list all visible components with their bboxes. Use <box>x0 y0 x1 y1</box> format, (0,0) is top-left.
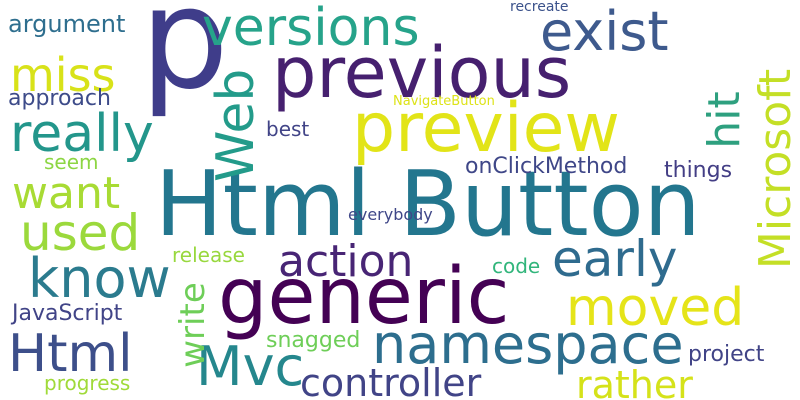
word-onclickmethod: onClickMethod <box>465 154 628 179</box>
word-controller: controller <box>300 361 482 400</box>
word-want: want <box>12 168 121 219</box>
word-project: project <box>688 342 765 367</box>
word-html-button: Html Button <box>155 152 701 257</box>
word-exist: exist <box>540 0 669 63</box>
word-recreate: recreate <box>510 0 569 15</box>
word-generic: generic <box>218 252 510 342</box>
word-argument: argument <box>8 10 126 38</box>
word-code: code <box>492 254 541 278</box>
word-seem: seem <box>44 150 99 174</box>
word-approach: approach <box>8 86 111 111</box>
word-navigatebutton: NavigateButton <box>393 94 495 109</box>
word-p: p <box>140 0 229 121</box>
word-used: used <box>20 204 141 262</box>
word-everybody: everybody <box>348 205 433 224</box>
word-html: Html <box>8 324 133 384</box>
word-previous: previous <box>272 32 572 114</box>
word-release: release <box>172 243 245 267</box>
word-really: really <box>10 104 154 164</box>
word-progress: progress <box>44 371 131 395</box>
word-best: best <box>266 117 310 141</box>
word-mvc: Mvc <box>196 335 305 398</box>
word-javascript: JavaScript <box>12 301 123 326</box>
word-snagged: snagged <box>266 328 361 353</box>
word-microsoft: Microsoft <box>750 68 800 270</box>
word-miss: miss <box>10 48 116 102</box>
word-versions: versions <box>202 0 420 58</box>
word-things: things <box>664 158 733 183</box>
word-preview: preview <box>352 89 621 168</box>
word-know: know <box>28 247 171 310</box>
word-namespace: namespace <box>372 313 684 376</box>
word-write: write <box>173 282 213 368</box>
word-action: action <box>278 236 414 287</box>
word-web: Web <box>206 68 266 182</box>
word-early: early <box>552 230 678 288</box>
word-moved: moved <box>566 278 745 338</box>
word-hit: hit <box>699 91 750 149</box>
word-rather: rather <box>576 363 693 400</box>
